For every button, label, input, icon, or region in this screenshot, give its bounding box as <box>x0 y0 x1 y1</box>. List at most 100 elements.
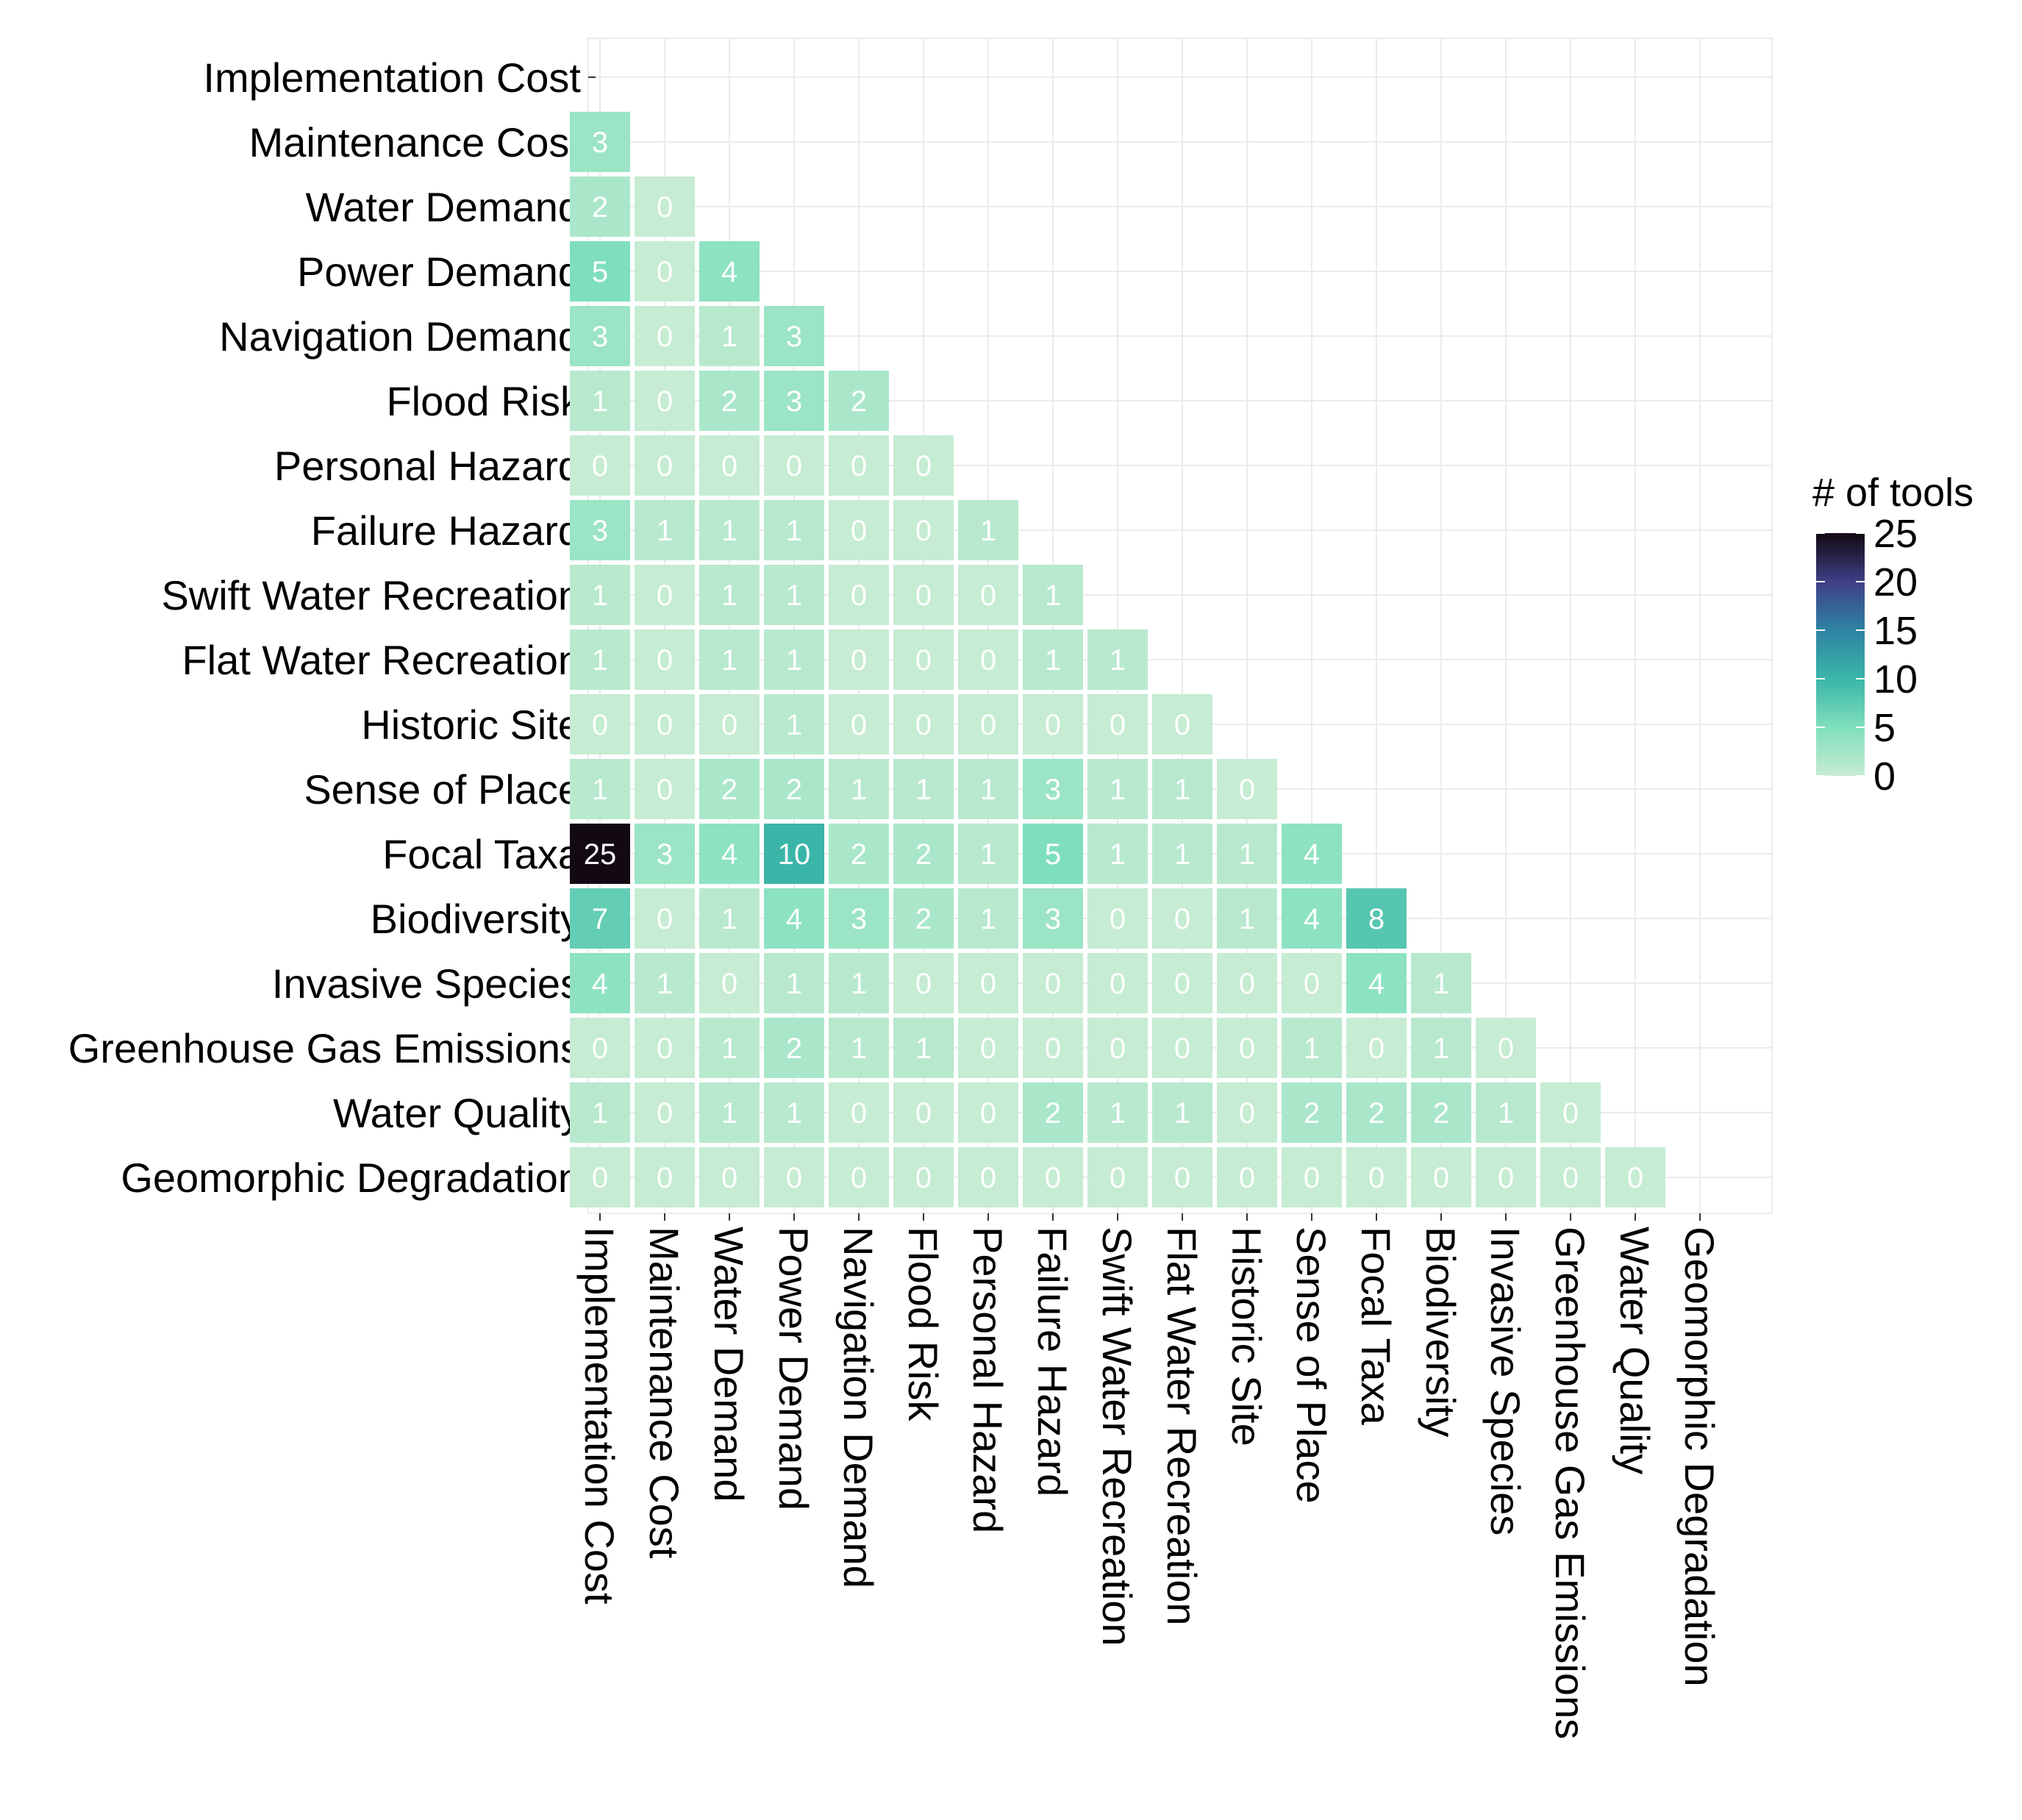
heatmap-cell <box>699 306 760 366</box>
cell-value-label: 4 <box>721 256 737 288</box>
y-label-invasive-species: Invasive Species <box>272 960 581 1007</box>
cell-value-label: 0 <box>1110 968 1126 1000</box>
cell-value-label: 0 <box>1045 1032 1061 1065</box>
cell-value-label: 1 <box>1045 644 1061 677</box>
heatmap-cell <box>1023 824 1083 884</box>
cell-value-label: 1 <box>851 774 867 806</box>
heatmap-cell <box>1217 953 1277 1013</box>
cell-value-label: 0 <box>915 968 932 1000</box>
x-label-water-quality: Water Quality <box>1612 1227 1658 1474</box>
cell-value-label: 0 <box>915 1162 932 1194</box>
heatmap-cell <box>1217 759 1277 819</box>
x-label-invasive-species: Invasive Species <box>1482 1227 1529 1535</box>
heatmap-cell <box>1411 1018 1471 1078</box>
cell-value-label: 1 <box>592 774 608 806</box>
cell-value-label: 0 <box>851 644 867 677</box>
heatmap-cell <box>699 694 760 754</box>
heatmap-cell <box>1023 888 1083 949</box>
y-label-navigation-demand: Navigation Demand <box>219 313 581 360</box>
legend-tick-label: 20 <box>1873 560 1918 604</box>
heatmap-cell <box>1152 1147 1212 1207</box>
heatmap-cell <box>699 629 760 690</box>
cell-value-label: 0 <box>1304 968 1320 1000</box>
heatmap-cell <box>1087 888 1148 949</box>
heatmap-cell <box>1217 824 1277 884</box>
cell-value-label: 0 <box>657 321 673 353</box>
heatmap-cell <box>570 888 630 949</box>
cell-value-label: 0 <box>721 968 737 1000</box>
heatmap-cell <box>1023 629 1083 690</box>
heatmap-cell <box>570 1018 630 1078</box>
heatmap-cell <box>1476 1147 1536 1207</box>
heatmap-cell <box>1476 1082 1536 1143</box>
cell-value-label: 1 <box>851 1032 867 1065</box>
legend-colorbar <box>1816 533 1865 776</box>
heatmap-cell <box>1023 694 1083 754</box>
heatmap-cell <box>570 112 630 172</box>
heatmap-cell <box>1152 1082 1212 1143</box>
cell-value-label: 2 <box>786 774 802 806</box>
cell-value-label: 1 <box>1433 968 1449 1000</box>
heatmap-cell <box>570 306 630 366</box>
heatmap-cell <box>570 1082 630 1143</box>
heatmap-cell <box>958 1147 1018 1207</box>
heatmap-cell <box>699 1018 760 1078</box>
heatmap-cell <box>764 953 824 1013</box>
heatmap-cell <box>1282 1147 1342 1207</box>
heatmap-cell <box>1152 953 1212 1013</box>
y-axis-labels: Implementation Cost Maintenance Cost Water… <box>68 54 596 1201</box>
y-label-focal-taxa: Focal Taxa <box>382 831 582 877</box>
cell-value-label: 2 <box>1045 1097 1061 1130</box>
cell-value-label: 1 <box>915 774 932 806</box>
cell-value-label: 0 <box>657 644 673 677</box>
cell-value-label: 4 <box>1368 968 1385 1000</box>
cell-value-label: 0 <box>1110 709 1126 741</box>
cell-value-label: 1 <box>1110 644 1126 677</box>
cell-value-label: 0 <box>1368 1162 1385 1194</box>
heatmap-cell <box>829 953 889 1013</box>
heatmap-cell <box>699 241 760 301</box>
cell-value-label: 0 <box>1045 968 1061 1000</box>
heatmap-cell <box>570 565 630 625</box>
cell-value-label: 1 <box>592 385 608 418</box>
heatmap-cell <box>893 1018 954 1078</box>
x-label-water-demand: Water Demand <box>706 1227 752 1502</box>
heatmap-cell <box>764 565 824 625</box>
heatmap-cell <box>829 824 889 884</box>
cell-value-label: 0 <box>657 256 673 288</box>
heatmap-cell <box>1346 1018 1407 1078</box>
y-label-failure-hazard: Failure Hazard <box>311 507 581 554</box>
x-label-sense-of-place: Sense of Place <box>1288 1227 1335 1504</box>
heatmap-cell <box>1217 1082 1277 1143</box>
heatmap-cell <box>1282 1082 1342 1143</box>
x-label-maintenance-cost: Maintenance Cost <box>641 1227 687 1559</box>
y-label-maintenance-cost: Maintenance Cost <box>249 119 582 165</box>
cell-value-label: 1 <box>1110 774 1126 806</box>
y-label-greenhouse-gas-emissions: Greenhouse Gas Emissions <box>68 1025 581 1071</box>
heatmap-cell <box>829 500 889 560</box>
cell-value-label: 0 <box>657 774 673 806</box>
heatmap-cell <box>1023 759 1083 819</box>
x-label-greenhouse-gas-emissions: Greenhouse Gas Emissions <box>1547 1227 1593 1739</box>
cell-value-label: 1 <box>980 774 996 806</box>
x-label-navigation-demand: Navigation Demand <box>835 1227 882 1588</box>
cell-value-label: 3 <box>592 515 608 547</box>
heatmap-cell <box>958 500 1018 560</box>
heatmap-cell <box>764 629 824 690</box>
cell-value-label: 0 <box>1045 1162 1061 1194</box>
plot-panel <box>587 38 1773 1214</box>
cell-value-label: 0 <box>1239 1097 1255 1130</box>
cell-value-label: 0 <box>980 1162 996 1194</box>
cell-value-label: 1 <box>1174 1097 1190 1130</box>
heatmap-cell <box>1411 1082 1471 1143</box>
heatmap-cell <box>829 435 889 496</box>
cell-value-label: 0 <box>1174 709 1190 741</box>
cell-value-label: 1 <box>1045 579 1061 612</box>
heatmap-cell <box>635 371 695 431</box>
y-label-power-demand: Power Demand <box>297 249 581 295</box>
heatmap-cell <box>1023 1018 1083 1078</box>
cell-value-label: 0 <box>851 1097 867 1130</box>
cell-value-label: 1 <box>721 515 737 547</box>
cell-value-label: 0 <box>1045 709 1061 741</box>
